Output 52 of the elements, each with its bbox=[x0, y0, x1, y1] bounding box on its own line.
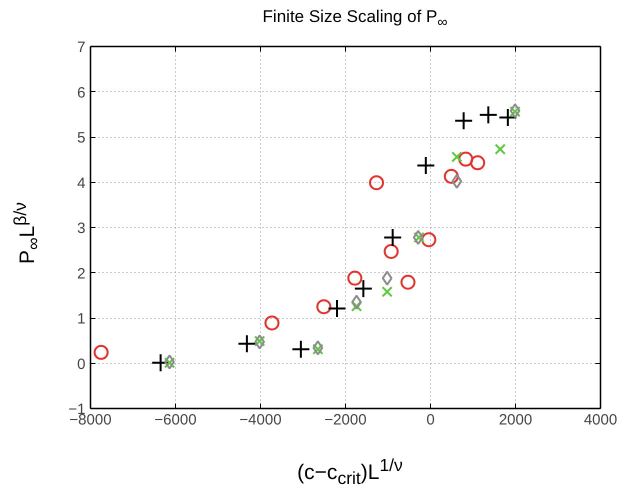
point bbox=[151, 353, 170, 372]
point bbox=[454, 111, 474, 130]
point bbox=[350, 300, 362, 312]
x-tick-label: −6000 bbox=[154, 412, 197, 428]
point bbox=[291, 340, 310, 359]
x-tick-label: −2000 bbox=[324, 412, 367, 428]
point bbox=[254, 335, 266, 347]
point bbox=[316, 299, 332, 314]
x-tick-label: 4000 bbox=[584, 412, 618, 428]
x-axis-title: (c−c$_{crit}$)L$^{1/ν}$ bbox=[297, 454, 403, 490]
point bbox=[416, 156, 436, 176]
y-tick-label: 1 bbox=[77, 310, 86, 328]
point bbox=[237, 334, 256, 354]
point bbox=[470, 155, 486, 170]
y-tick-label: 5 bbox=[77, 130, 86, 146]
point bbox=[328, 298, 346, 318]
x-tick-label: 0 bbox=[426, 412, 435, 428]
y-tick-label: 0 bbox=[77, 356, 86, 373]
point bbox=[264, 315, 280, 330]
point bbox=[458, 152, 474, 167]
point bbox=[382, 270, 392, 286]
point bbox=[94, 344, 109, 360]
point bbox=[444, 168, 459, 184]
point bbox=[451, 151, 462, 163]
point bbox=[510, 103, 520, 118]
point bbox=[384, 244, 399, 259]
point bbox=[400, 274, 416, 290]
point bbox=[498, 108, 518, 128]
point bbox=[351, 294, 362, 310]
point bbox=[312, 344, 324, 355]
point bbox=[509, 106, 521, 118]
point bbox=[254, 334, 265, 350]
point bbox=[494, 144, 506, 155]
y-tick-label: 4 bbox=[77, 174, 86, 192]
x-tick-label: −4000 bbox=[239, 412, 282, 428]
point bbox=[383, 228, 402, 247]
point bbox=[382, 286, 393, 298]
y-tick-label: 3 bbox=[77, 220, 86, 237]
point bbox=[369, 175, 384, 190]
point bbox=[347, 270, 362, 286]
y-tick-label: 7 bbox=[77, 39, 86, 56]
point bbox=[164, 357, 176, 368]
point bbox=[452, 174, 462, 189]
y-tick-label: 2 bbox=[77, 265, 86, 282]
point bbox=[478, 105, 498, 124]
point bbox=[354, 279, 373, 298]
y-tick-label: 6 bbox=[77, 84, 86, 102]
point bbox=[421, 232, 436, 248]
chart-title: Finite Size Scaling of P$_{∞}$ bbox=[262, 6, 448, 32]
x-tick-label: 2000 bbox=[498, 412, 532, 428]
point bbox=[312, 340, 324, 356]
point bbox=[164, 354, 175, 370]
